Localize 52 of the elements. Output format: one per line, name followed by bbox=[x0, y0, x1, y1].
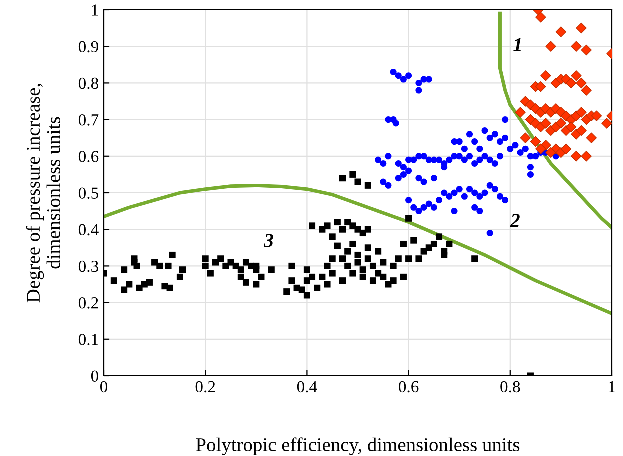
point bbox=[576, 107, 587, 118]
x-tick-label: 0.6 bbox=[399, 381, 419, 393]
x-tick-label: 0.8 bbox=[500, 381, 520, 393]
point bbox=[540, 118, 552, 129]
annotation: 3 bbox=[264, 234, 274, 248]
point bbox=[536, 82, 546, 92]
point bbox=[540, 70, 552, 82]
point bbox=[571, 151, 582, 162]
y-tick-label: 0.4 bbox=[78, 224, 99, 236]
point bbox=[586, 132, 598, 144]
line-series bbox=[498, 12, 612, 230]
point bbox=[515, 107, 526, 118]
y-tick-label: 0.6 bbox=[78, 151, 99, 162]
point bbox=[560, 144, 572, 154]
y-tick-label: 0.3 bbox=[78, 260, 98, 272]
x-tick-label: 0.2 bbox=[196, 381, 216, 393]
y-tick-label: 0.8 bbox=[78, 78, 99, 90]
y-tick-label: 1 bbox=[92, 4, 98, 16]
point bbox=[566, 78, 577, 89]
annotation: 2 bbox=[510, 214, 520, 227]
y-axis-title: Degree of pressure increase, dimensionless units bbox=[26, 84, 60, 303]
point bbox=[556, 26, 567, 38]
y-tick-label: 0.2 bbox=[78, 298, 98, 309]
y-tick-label: 0.5 bbox=[78, 188, 98, 200]
point bbox=[546, 41, 556, 52]
point bbox=[576, 78, 587, 89]
point bbox=[571, 70, 582, 82]
x-tick-label: 0 bbox=[100, 381, 108, 393]
y-tick-label: 0.1 bbox=[78, 334, 98, 346]
y-tick-label: 0.9 bbox=[78, 41, 98, 53]
point bbox=[571, 41, 582, 52]
point bbox=[546, 147, 556, 158]
line-series bbox=[104, 184, 612, 316]
point bbox=[536, 12, 546, 23]
annotation: 1 bbox=[514, 38, 521, 52]
point bbox=[581, 85, 592, 96]
y-tick-label: 0.7 bbox=[78, 114, 99, 126]
point bbox=[576, 22, 587, 34]
y-tick-label: 0 bbox=[91, 370, 99, 382]
point bbox=[536, 144, 546, 154]
x-tick-label: 1 bbox=[609, 381, 616, 392]
point bbox=[576, 125, 587, 136]
x-tick-label: 0.4 bbox=[297, 381, 318, 393]
point bbox=[566, 122, 577, 132]
point bbox=[556, 118, 567, 129]
x-axis-title: Polytropic efficiency, dimensionless units bbox=[196, 438, 520, 456]
point bbox=[602, 118, 612, 129]
point bbox=[520, 132, 531, 144]
point bbox=[530, 136, 542, 148]
point bbox=[581, 44, 592, 56]
point bbox=[581, 151, 592, 162]
point bbox=[591, 110, 602, 122]
